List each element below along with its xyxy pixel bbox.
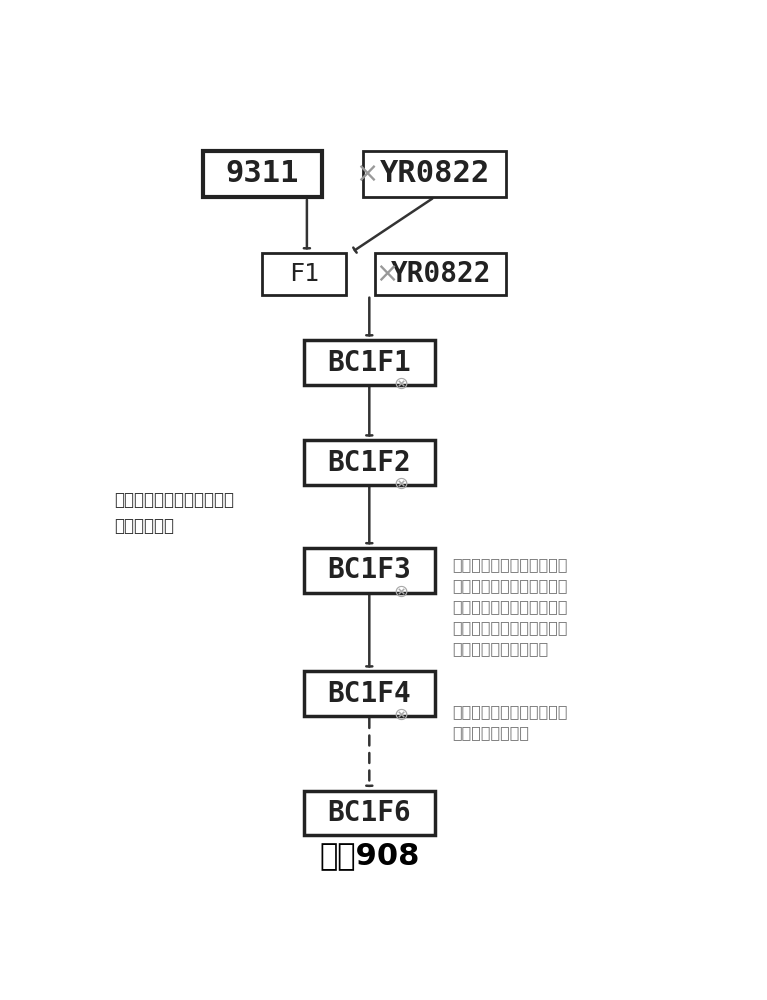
Text: 荃恢908: 荃恢908 bbox=[319, 842, 420, 871]
Text: BC1F6: BC1F6 bbox=[328, 799, 411, 827]
Text: 9311: 9311 bbox=[225, 159, 299, 188]
Text: ⊗: ⊗ bbox=[393, 375, 408, 393]
Text: 择优遴选含双亲优良性状的
单株进行混收: 择优遴选含双亲优良性状的 单株进行混收 bbox=[114, 490, 234, 535]
Bar bbox=[202, 151, 322, 197]
Bar bbox=[304, 671, 435, 716]
Text: ⊗: ⊗ bbox=[393, 706, 408, 724]
Text: ×: × bbox=[376, 260, 399, 288]
Text: ⊗: ⊗ bbox=[393, 583, 408, 601]
Bar bbox=[375, 253, 506, 295]
Text: BC1F4: BC1F4 bbox=[328, 680, 411, 708]
Bar bbox=[304, 791, 435, 835]
Bar bbox=[304, 548, 435, 593]
Text: YR0822: YR0822 bbox=[380, 159, 490, 188]
Bar bbox=[364, 151, 506, 197]
Text: ⊗: ⊗ bbox=[393, 475, 408, 493]
Text: YR0822: YR0822 bbox=[390, 260, 491, 288]
Bar bbox=[304, 440, 435, 485]
Text: BC1F2: BC1F2 bbox=[328, 449, 411, 477]
Text: F1: F1 bbox=[289, 262, 319, 286]
Bar bbox=[304, 340, 435, 385]
Text: ×: × bbox=[354, 160, 378, 188]
Bar bbox=[262, 253, 345, 295]
Text: BC1F1: BC1F1 bbox=[328, 349, 411, 377]
Text: 分子标记筛选含纯合育性恢
复基因的单株，进行全基因
组选择，聚合双亲优良性状
且遗传背景与目标性状更近
的单株进行配合力筛选: 分子标记筛选含纯合育性恢 复基因的单株，进行全基因 组选择，聚合双亲优良性状 且… bbox=[453, 557, 568, 656]
Text: 方法同上继续进行全基因组
选择和配合力筛选: 方法同上继续进行全基因组 选择和配合力筛选 bbox=[453, 704, 568, 740]
Text: BC1F3: BC1F3 bbox=[328, 556, 411, 584]
